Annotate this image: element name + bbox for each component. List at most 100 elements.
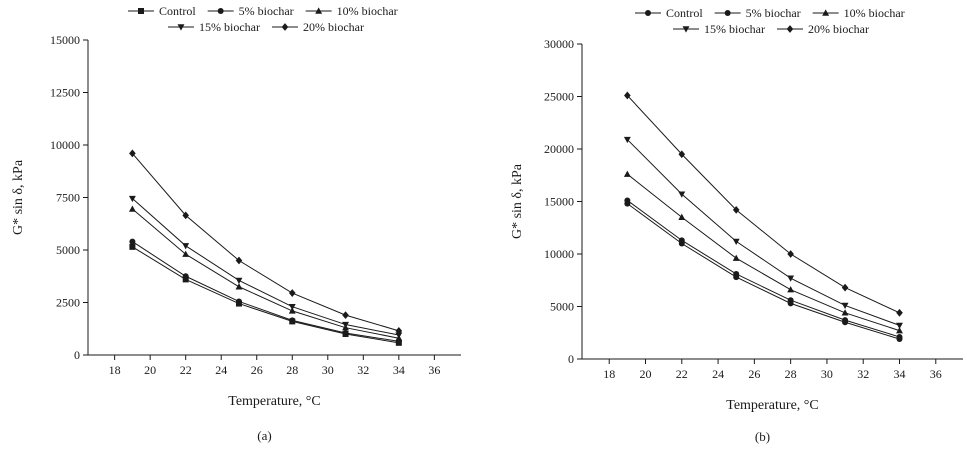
data-point — [841, 283, 849, 292]
x-tick-label: 20 — [144, 363, 156, 377]
data-point — [623, 170, 631, 177]
series-line — [627, 139, 900, 326]
series-line — [132, 153, 399, 332]
data-point — [182, 273, 189, 280]
x-tick-label: 32 — [357, 363, 369, 377]
legend-label: 20% biochar — [808, 22, 869, 36]
data-point — [678, 213, 686, 220]
legend-marker — [217, 8, 224, 14]
x-tick-label: 18 — [109, 363, 121, 377]
data-point — [841, 309, 849, 316]
x-tick-label: 20 — [640, 367, 652, 381]
series-line — [132, 208, 399, 339]
data-point — [787, 297, 794, 304]
x-tick-label: 28 — [785, 367, 797, 381]
series-3 — [128, 195, 403, 339]
series-line — [627, 200, 900, 338]
data-point — [787, 250, 794, 258]
legend-marker — [724, 10, 731, 16]
series-3 — [623, 136, 903, 329]
legend-marker — [822, 9, 830, 16]
x-tick-label: 34 — [894, 367, 906, 381]
data-point — [342, 321, 349, 329]
data-point — [842, 317, 849, 324]
data-point — [678, 191, 686, 198]
series-line — [132, 246, 399, 344]
x-tick-label: 34 — [393, 363, 405, 377]
legend-label: 10% biochar — [337, 4, 398, 18]
y-axis-title: G* sin δ, kPa — [11, 159, 26, 235]
series-2 — [128, 205, 403, 341]
legend-label: 15% biochar — [704, 22, 765, 36]
data-point — [235, 277, 243, 285]
y-tick-label: 15000 — [544, 195, 574, 209]
legend-item: 20% biochar — [271, 20, 364, 34]
data-point — [395, 332, 403, 339]
data-point — [733, 270, 740, 277]
x-axis-title: Temperature, °C — [228, 394, 320, 409]
data-point — [182, 243, 190, 250]
data-point — [678, 150, 686, 159]
data-point — [342, 311, 349, 319]
data-point — [896, 327, 903, 334]
x-tick-label: 22 — [180, 363, 192, 377]
data-point — [896, 308, 903, 317]
x-tick-label: 26 — [251, 363, 263, 377]
data-point — [732, 254, 740, 261]
data-point — [678, 237, 685, 244]
data-point — [288, 307, 296, 314]
series-0 — [624, 200, 903, 343]
data-point — [129, 238, 136, 245]
legend-marker — [645, 10, 651, 16]
data-point — [787, 286, 795, 293]
data-point — [235, 256, 243, 265]
series-line — [132, 241, 399, 342]
legend-label: 15% biochar — [199, 20, 260, 34]
series-line — [132, 198, 399, 336]
chart-panel-1: 0 5000 10000 15000 20000 25000 30000 18 20 22 24 26… — [510, 6, 963, 444]
data-point — [896, 333, 903, 340]
data-point — [129, 243, 136, 250]
data-point — [624, 91, 631, 100]
x-tick-label: 22 — [676, 367, 688, 381]
data-point — [896, 322, 903, 329]
series-line — [627, 173, 900, 332]
legend-item: 10% biochar — [812, 6, 905, 20]
x-tick-label: 30 — [322, 363, 334, 377]
legend-item: 5% biochar — [207, 4, 294, 18]
legend-label: 10% biochar — [844, 6, 905, 20]
legend-item: 5% biochar — [714, 6, 801, 20]
data-point — [787, 275, 795, 282]
legend-label: 5% biochar — [746, 6, 801, 20]
data-point — [342, 329, 349, 336]
x-tick-label: 26 — [748, 367, 760, 381]
data-point — [288, 289, 296, 297]
x-tick-label: 24 — [712, 367, 724, 381]
series-line — [627, 203, 900, 340]
panel-caption: (b) — [755, 429, 770, 444]
y-tick-label: 0 — [74, 348, 80, 362]
y-tick-label: 12500 — [50, 86, 80, 100]
legend-label: 5% biochar — [239, 4, 294, 18]
data-point — [128, 195, 136, 203]
x-axis-title: Temperature, °C — [726, 398, 818, 413]
legend: Control 5% biochar 10% biochar 15% biochar 2… — [635, 6, 905, 36]
x-tick-label: 32 — [857, 367, 869, 381]
y-tick-label: 25000 — [544, 90, 574, 104]
legend-marker — [177, 24, 185, 31]
y-tick-label: 7500 — [56, 191, 80, 205]
data-point — [182, 276, 189, 283]
legend-marker — [315, 7, 323, 14]
series-1 — [624, 197, 903, 340]
legend-item: 15% biochar — [673, 22, 765, 36]
legend-label: Control — [159, 4, 196, 18]
y-tick-label: 15000 — [50, 33, 80, 47]
data-point — [235, 298, 242, 305]
legend-item: 10% biochar — [305, 4, 398, 18]
data-point — [182, 250, 190, 257]
panel-caption: (a) — [257, 428, 271, 443]
y-tick-label: 5000 — [550, 300, 574, 314]
x-tick-label: 28 — [286, 363, 298, 377]
data-point — [732, 238, 740, 245]
